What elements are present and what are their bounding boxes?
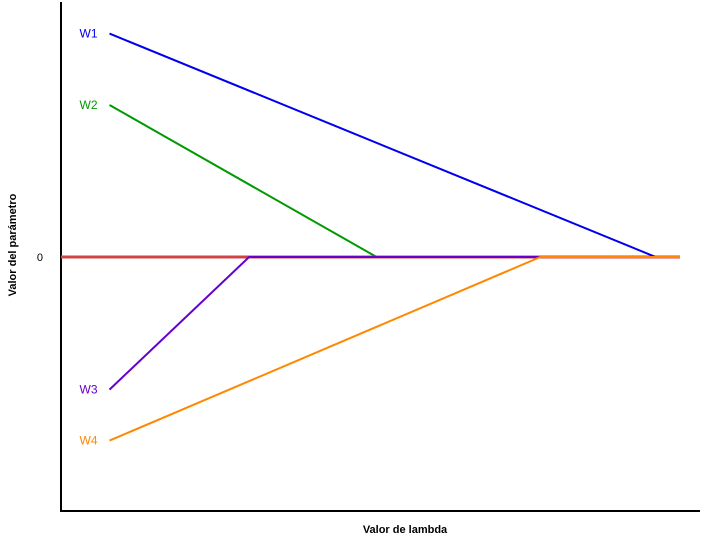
series-line-w1: [109, 32, 680, 258]
series-label-layer: W1 W2 W3 W4: [80, 27, 98, 448]
series-line-w2: [109, 104, 680, 258]
y-tick-layer: 0: [37, 252, 43, 264]
series-line-w4: [109, 256, 680, 442]
series-label-w3: W3: [80, 383, 98, 397]
series-label-w2: W2: [80, 98, 98, 112]
series-line-w3: [108, 256, 680, 391]
series-label-w1: W1: [80, 27, 98, 41]
x-axis-title: Valor de lambda: [363, 524, 448, 536]
y-axis-title: Valor del parámetro: [7, 193, 19, 296]
y-tick-label: 0: [37, 252, 43, 264]
series-layer: [108, 32, 680, 442]
series-label-w4: W4: [80, 434, 98, 448]
